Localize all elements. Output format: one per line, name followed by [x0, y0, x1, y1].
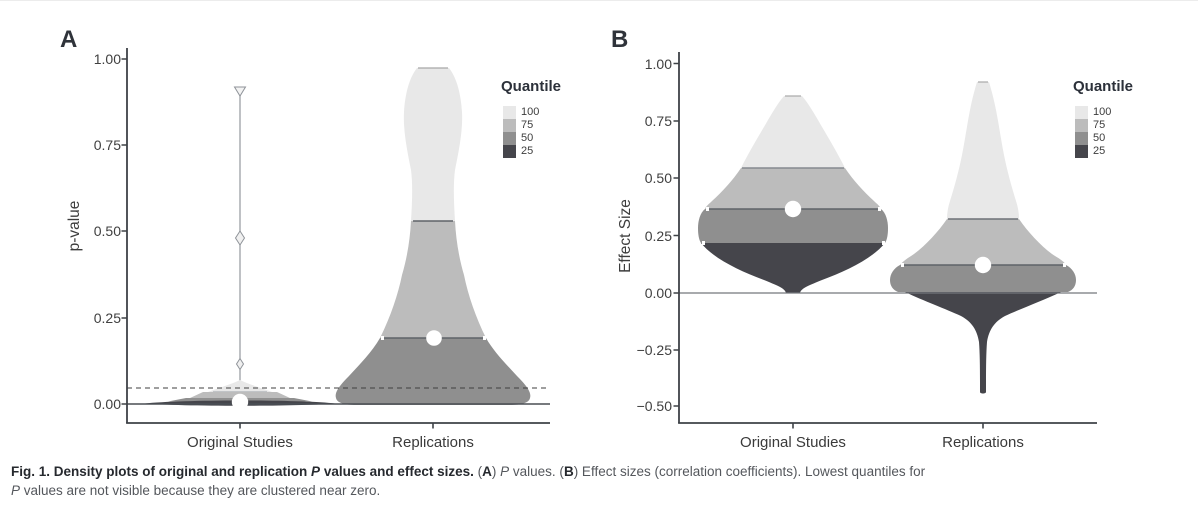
median-dot-original [231, 393, 249, 411]
violin-b-replications [890, 81, 1076, 394]
legend-b-title: Quantile [1073, 78, 1134, 95]
y-tick-label: 1.00 [644, 55, 672, 72]
band-q25 [701, 243, 885, 293]
y-axis-title-a: p-value [66, 200, 83, 252]
violin-b-original-studies [698, 95, 888, 293]
y-tick-label: 0.25 [93, 310, 121, 326]
panel-b-label: B [611, 26, 629, 53]
caption-fig-title-p: P [311, 464, 321, 479]
legend-swatch-50 [503, 132, 516, 145]
legend-entry-100: 100 [1093, 106, 1112, 118]
y-tick-label: 0.00 [93, 396, 121, 412]
line-end-notch [702, 241, 705, 245]
y-tick-marks [121, 58, 127, 405]
legend-swatch-100 [503, 106, 516, 119]
legend-entry-50: 50 [521, 132, 534, 144]
band-q25 [905, 292, 1061, 394]
line-end-notch [381, 336, 384, 340]
caption-p-italic: P [500, 464, 510, 479]
x-category-label: Original Studies [187, 434, 293, 451]
band-q100 [741, 96, 845, 168]
y-tick-label: −0.50 [636, 398, 672, 414]
band-q75 [705, 168, 881, 209]
caption-fig-title: Fig. 1. Density plots of original and re… [11, 464, 312, 479]
y-tick-label: 0.50 [93, 223, 121, 239]
median-dot-replications [974, 256, 992, 274]
band-q50 [335, 338, 531, 405]
x-category-label: Original Studies [740, 434, 846, 451]
y-tick-label: 0.00 [644, 285, 672, 301]
y-tick-label: −0.25 [636, 342, 672, 358]
band-q50 [890, 265, 1076, 292]
y-tick-label: 0.75 [93, 137, 121, 153]
caption-p-italic: P [11, 482, 21, 498]
band-q75 [380, 221, 486, 338]
line-end-notch [878, 207, 881, 211]
stem-marker-diamond-small [235, 357, 245, 371]
legend-swatch-25 [1075, 145, 1088, 158]
legend-entry-75: 75 [521, 119, 534, 131]
panel-a-label: A [60, 26, 78, 53]
figure-caption: Fig. 1. Density plots of original and re… [11, 463, 1196, 500]
legend-swatch-75 [1075, 119, 1088, 132]
legend-entry-25: 25 [521, 145, 534, 157]
violin-a-replications [335, 67, 531, 405]
line-end-notch [901, 263, 904, 267]
panel-a-plot [121, 48, 550, 429]
legend-swatch-75 [503, 119, 516, 132]
legend-swatch-50 [1075, 132, 1088, 145]
legend-swatch-100 [1075, 106, 1088, 119]
y-axis-title-b: Effect Size [617, 199, 634, 273]
caption-b-marker: B [563, 464, 574, 479]
legend-a-swatches [503, 106, 516, 158]
caption-fig-title-end: values and effect sizes. [320, 464, 478, 479]
caption-text: values. ( [509, 464, 564, 479]
caption-a-marker: A [482, 464, 492, 479]
page-rule [0, 0, 1198, 1]
x-category-label: Replications [942, 434, 1024, 451]
caption-text: ) Effect sizes (correlation coefficients… [573, 464, 926, 479]
legend-b-swatches [1075, 106, 1088, 158]
median-dot-replications [426, 330, 442, 346]
caption-text: ( [477, 464, 483, 479]
caption-text: ) [491, 464, 501, 479]
line-end-notch [483, 336, 486, 340]
y-tick-label: 0.25 [644, 227, 672, 244]
line-end-notch [1063, 263, 1066, 267]
stem-marker-triangle [233, 86, 247, 97]
legend-entry-100: 100 [521, 106, 540, 118]
y-tick-label: 0.75 [644, 113, 672, 129]
band-q100 [403, 68, 463, 221]
line-end-notch [882, 241, 885, 245]
y-tick-marks [673, 62, 679, 407]
band-q100 [947, 82, 1019, 219]
x-tick-marks [239, 423, 434, 429]
x-tick-marks [792, 423, 984, 429]
x-category-label: Replications [392, 434, 474, 451]
legend-entry-50: 50 [1093, 132, 1106, 144]
band-q100 [208, 380, 272, 392]
band-q75 [900, 219, 1066, 265]
legend-a-title: Quantile [501, 78, 562, 95]
legend-entry-75: 75 [1093, 119, 1106, 131]
median-dot-original [784, 200, 802, 218]
band-q50 [698, 209, 888, 243]
violin-a-original-studies [145, 86, 335, 406]
line-end-notch [706, 207, 709, 211]
panel-b-plot [673, 52, 1097, 429]
figure-canvas [121, 48, 1097, 429]
stem-marker-diamond [234, 230, 246, 246]
caption-text: values are not visible because they are … [20, 482, 381, 498]
y-tick-label: 1.00 [93, 51, 121, 67]
legend-swatch-25 [503, 145, 516, 158]
y-tick-label: 0.50 [644, 170, 672, 186]
legend-entry-25: 25 [1093, 145, 1106, 157]
